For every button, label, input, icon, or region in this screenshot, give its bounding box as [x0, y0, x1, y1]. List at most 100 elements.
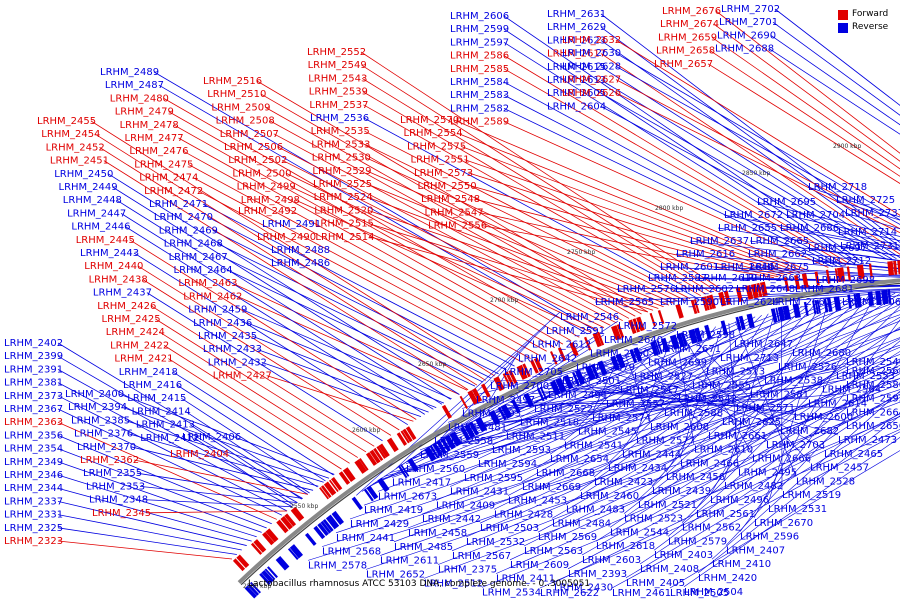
leader-line — [453, 119, 809, 272]
gene-label: LRHM_2519 — [782, 490, 841, 501]
reverse-gene — [320, 520, 332, 534]
gene-label: LRHM_2511 — [506, 431, 565, 442]
leader-line — [133, 252, 408, 426]
gene-label: LRHM_2515 — [315, 219, 374, 230]
gene-label: LRHM_2475 — [134, 159, 193, 170]
leader-line — [176, 384, 326, 482]
forward-gene — [846, 266, 851, 281]
forward-gene — [718, 291, 727, 307]
gene-label: LRHM_2487 — [105, 80, 164, 91]
gene-label: LRHM_2605 — [547, 88, 606, 99]
leader-line — [361, 64, 718, 292]
leader-line — [507, 292, 896, 496]
gene-label: LRHM_2450 — [54, 169, 113, 180]
leader-line — [307, 378, 900, 561]
gene-label: LRHM_2423 — [594, 477, 653, 488]
forward-gene — [750, 283, 759, 299]
forward-gene — [358, 458, 369, 471]
leader-line — [549, 316, 756, 455]
gene-label: LRHM_2560 — [406, 464, 465, 475]
leader-line — [282, 159, 611, 326]
gene-label: LRHM_2433 — [203, 344, 262, 355]
forward-gene — [354, 459, 367, 474]
leader-line — [844, 212, 900, 230]
leader-line — [609, 326, 900, 528]
forward-gene — [887, 261, 895, 276]
forward-gene — [232, 558, 246, 572]
forward-gene — [706, 295, 713, 310]
gene-label: LRHM_2504 — [684, 587, 743, 598]
leader-line — [57, 514, 242, 551]
leader-line — [785, 214, 900, 242]
gene-label: LRHM_2427 — [213, 371, 272, 382]
gene-label: LRHM_2464 — [174, 265, 233, 276]
reverse-gene — [363, 488, 374, 502]
leader-line — [107, 173, 460, 395]
leader-line — [635, 339, 671, 436]
gene-label: LRHM_2505 — [670, 588, 729, 599]
gene-label: LRHM_2674 — [660, 19, 719, 30]
leader-line — [435, 304, 900, 501]
gene-label: LRHM_2646 — [715, 262, 774, 273]
forward-gene — [405, 426, 417, 441]
gene-label: LRHM_2517 — [620, 385, 679, 396]
gene-label: LRHM_2407 — [726, 545, 785, 556]
gene-label: LRHM_2453 — [508, 496, 567, 507]
leader-line — [615, 39, 900, 216]
reverse-gene — [615, 353, 626, 369]
leader-line — [273, 133, 623, 322]
leader-line — [717, 227, 900, 257]
gene-label: LRHM_2611 — [380, 556, 439, 567]
gene-label: LRHM_2673 — [378, 491, 437, 502]
leader-line — [615, 52, 900, 221]
gene-label: LRHM_2496 — [710, 495, 769, 506]
gene-label: LRHM_2355 — [83, 468, 142, 479]
reverse-gene — [444, 434, 457, 450]
reverse-gene — [261, 569, 274, 584]
forward-gene — [745, 284, 754, 300]
gene-label: LRHM_2455 — [37, 116, 96, 127]
forward-gene — [365, 452, 378, 466]
leader-line — [595, 351, 900, 542]
leader-line — [103, 160, 469, 391]
leader-line — [57, 369, 298, 503]
leader-line — [423, 401, 900, 579]
leader-line — [807, 247, 900, 261]
gene-label: LRHM_2558 — [434, 436, 493, 447]
gene-label: LRHM_2451 — [50, 156, 109, 167]
gene-label: LRHM_2509 — [211, 102, 270, 113]
gene-label: LRHM_2417 — [392, 478, 451, 489]
gene-label: LRHM_2465 — [824, 449, 883, 460]
leader-line — [256, 80, 649, 313]
reverse-gene — [325, 514, 340, 530]
reverse-gene — [650, 341, 659, 357]
leader-line — [363, 314, 900, 506]
gene-label: LRHM_2531 — [768, 504, 827, 515]
reverse-gene — [855, 293, 862, 308]
gene-label: LRHM_2536 — [310, 113, 369, 124]
leader-line — [697, 415, 900, 574]
gene-label: LRHM_2424 — [106, 327, 165, 338]
leader-line — [269, 120, 630, 319]
gene-label: LRHM_2446 — [71, 222, 130, 233]
leader-line — [711, 390, 900, 560]
leader-line — [256, 348, 429, 413]
leader-line — [178, 137, 555, 348]
leader-line — [481, 416, 900, 588]
leader-line — [600, 66, 900, 259]
gene-label: LRHM_2521 — [638, 500, 697, 511]
gene-label: LRHM_2737 — [845, 208, 900, 219]
leader-line — [471, 185, 788, 276]
gene-label: LRHM_2430 — [554, 583, 613, 594]
gene-label: LRHM_2585 — [450, 64, 509, 75]
gene-label: LRHM_2485 — [394, 542, 453, 553]
leader-line — [774, 8, 900, 106]
leader-line — [188, 164, 539, 356]
reverse-gene — [511, 399, 521, 414]
leader-line — [127, 433, 319, 487]
leader-line — [723, 312, 776, 482]
reverse-gene — [590, 363, 600, 378]
gene-label: LRHM_2537 — [309, 100, 368, 111]
reverse-swatch — [838, 22, 848, 33]
gene-label: LRHM_2580 — [846, 380, 900, 391]
